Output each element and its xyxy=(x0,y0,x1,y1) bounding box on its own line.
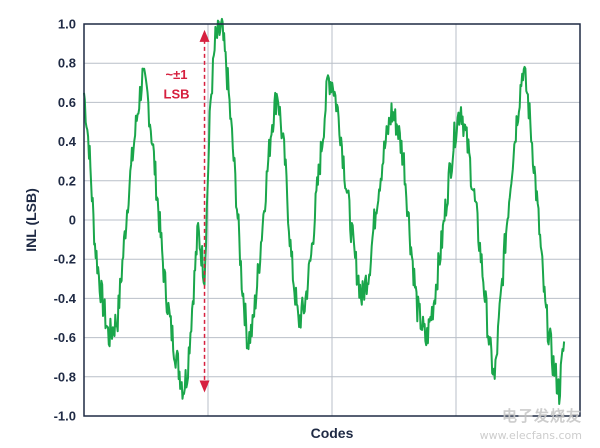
y-tick-label: -0.6 xyxy=(54,330,76,345)
y-tick-labels: -1.0 -0.8 -0.6 -0.4 -0.2 0 0.2 0.4 0.6 0.8 1.0 xyxy=(54,17,77,424)
plot-frame xyxy=(83,23,581,417)
y-tick-label: 0.6 xyxy=(58,95,76,110)
y-tick-label: -0.4 xyxy=(54,291,77,306)
inl-series-line xyxy=(83,17,566,405)
y-axis-title: INL (LSB) xyxy=(23,188,39,252)
y-tick-label: -1.0 xyxy=(54,409,76,424)
x-axis-title: Codes xyxy=(311,425,354,441)
plot-border xyxy=(83,23,581,417)
annotation-label-line2: LSB xyxy=(164,86,190,101)
inl-series xyxy=(83,17,566,405)
y-tick-label: -0.8 xyxy=(54,369,76,384)
watermark-logo-text: 电子发烧友 xyxy=(501,407,582,425)
y-tick-label: 0.2 xyxy=(58,173,76,188)
annotation-label-line1: ~±1 xyxy=(166,67,188,82)
y-tick-label: -0.2 xyxy=(54,252,76,267)
y-tick-label: 1.0 xyxy=(58,17,76,32)
arrow-down-icon xyxy=(199,380,210,393)
y-tick-label: 0 xyxy=(69,213,76,228)
watermark-url: www.elecfans.com xyxy=(479,429,582,442)
lsb-annotation: ~±1 LSB xyxy=(164,29,210,393)
arrow-up-icon xyxy=(199,29,210,42)
y-tick-label: 0.8 xyxy=(58,56,76,71)
y-tick-label: 0.4 xyxy=(58,134,77,149)
